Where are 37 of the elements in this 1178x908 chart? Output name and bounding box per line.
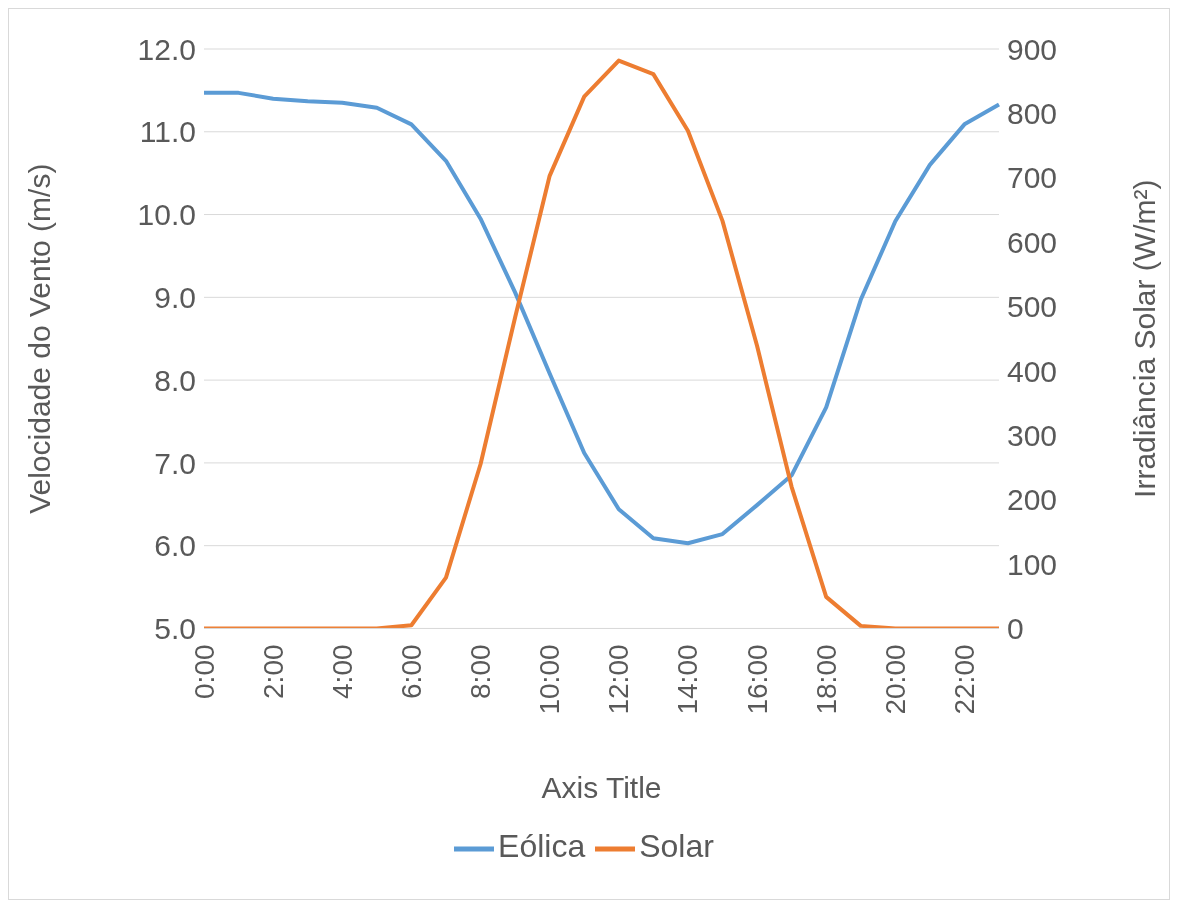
y2-tick-label: 400 (1007, 354, 1058, 388)
x-tick-label: 14:00 (672, 644, 704, 715)
y-tick-label: 9.0 (154, 280, 196, 314)
y2-tick-label: 300 (1007, 418, 1058, 452)
line-series (202, 58, 1001, 629)
y2-tick-label: 100 (1007, 547, 1058, 581)
y-tick-label: 11.0 (139, 115, 196, 149)
x-tick-label: 4:00 (326, 644, 358, 699)
x-tick-label: 16:00 (741, 644, 773, 715)
y2-tick-label: 500 (1007, 290, 1058, 324)
x-tick-label: 6:00 (395, 644, 427, 699)
line-series (202, 90, 1001, 546)
y2-axis-title: Irradiância Solar (W/m²) (1127, 179, 1161, 498)
y2-tick-label: 800 (1007, 97, 1058, 131)
y2-tick-label: 200 (1007, 483, 1058, 517)
y-tick-label: 6.0 (154, 529, 196, 563)
x-tick-label: 0:00 (188, 644, 220, 699)
y-tick-label: 5.0 (154, 612, 196, 646)
legend-label: Eólica (498, 828, 586, 865)
y2-tick-label: 600 (1007, 225, 1058, 259)
x-tick-label: 12:00 (603, 644, 635, 715)
x-tick-label: 8:00 (465, 644, 497, 699)
x-tick-label: 20:00 (879, 644, 911, 715)
x-tick-label: 22:00 (948, 644, 980, 715)
y2-tick-label: 900 (1007, 32, 1058, 66)
y-tick-label: 10.0 (137, 198, 196, 232)
x-axis-title: Axis Title (541, 771, 662, 805)
y2-tick-label: 700 (1007, 161, 1058, 195)
x-tick-label: 2:00 (257, 644, 289, 699)
y-tick-label: 7.0 (154, 446, 196, 480)
y-axis-title: Velocidade do Vento (m/s) (22, 163, 56, 514)
x-tick-label: 10:00 (534, 644, 566, 715)
x-tick-label: 18:00 (810, 644, 842, 715)
y2-tick-label: 0 (1007, 612, 1024, 646)
y-tick-label: 12.0 (137, 32, 196, 66)
legend-label: Solar (639, 828, 714, 865)
y-tick-label: 8.0 (154, 363, 196, 397)
